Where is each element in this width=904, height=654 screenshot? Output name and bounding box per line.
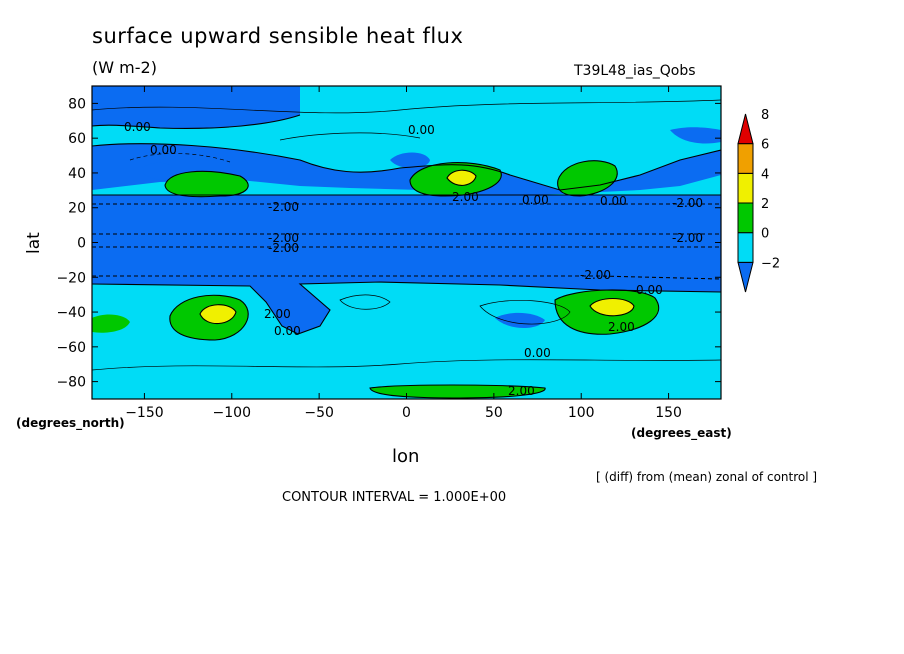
contour-label: 0.00 [124, 120, 151, 134]
colorbar-label: 8 [761, 108, 769, 123]
x-tick-label: 0 [402, 405, 411, 421]
units-label: (W m-2) [92, 58, 157, 77]
run-label: T39L48_ias_Qobs [574, 63, 696, 79]
y-tick-label: 40 [68, 166, 86, 182]
contour-label: 0.00 [150, 143, 177, 157]
contour-label: -2.00 [672, 231, 703, 245]
contour-label-group: 0.00 0.00 0.00 0.00 2.00 0.00 -2.00 -2.0… [124, 120, 703, 398]
colorbar-segment [737, 261, 754, 293]
comparison-note: [ (diff) from (mean) zonal of control ] [596, 470, 818, 484]
contour-label: -2.00 [268, 200, 299, 214]
x-axis-label: lon [392, 446, 420, 467]
y-tick-label: 0 [77, 236, 86, 252]
x-tick-label: 100 [568, 405, 595, 421]
colorbar-segment [737, 202, 754, 234]
filled-contours [92, 86, 721, 399]
colorbar-label: 6 [761, 138, 769, 153]
contour-label: 0.00 [524, 346, 551, 360]
x-tick-label: −100 [213, 405, 251, 421]
y-tick-label: 20 [68, 201, 86, 217]
y-tick-label: 60 [68, 131, 86, 147]
contour-label: 0.00 [600, 194, 627, 208]
contour-label: 2.00 [264, 307, 291, 321]
y-axis-units: (degrees_north) [16, 416, 125, 430]
y-tick-label: −40 [56, 305, 86, 321]
colorbar-segment [737, 172, 754, 204]
colorbar-segment [737, 232, 754, 263]
axes: −150 −100 −50 0 50 100 150 80 60 40 20 0 −20 −40 −60 −8… [56, 86, 721, 421]
contour-lines [92, 99, 721, 399]
contour-interval: CONTOUR INTERVAL = 1.000E+00 [282, 490, 507, 505]
contour-label: 2.00 [508, 384, 535, 398]
x-tick-label: 150 [655, 405, 682, 421]
colorbar-label: 2 [761, 197, 769, 212]
colorbar: −2 0 2 4 6 8 [737, 108, 780, 293]
x-tick-label: −50 [304, 405, 334, 421]
chart-title: surface upward sensible heat flux [92, 24, 464, 48]
colorbar-label: 0 [761, 227, 769, 242]
contour-label: -2.00 [672, 196, 703, 210]
contour-label: 0.00 [636, 283, 663, 297]
colorbar-label: 4 [761, 167, 769, 182]
contour-label: -2.00 [580, 268, 611, 282]
y-tick-label: 80 [68, 96, 86, 112]
contour-label: 2.00 [452, 190, 479, 204]
contour-label: 0.00 [408, 123, 435, 137]
contour-label: -2.00 [268, 241, 299, 255]
x-axis-units: (degrees_east) [631, 426, 732, 440]
contour-label: 0.00 [274, 324, 301, 338]
x-tick-label: −150 [125, 405, 163, 421]
contour-label: -2.00 [268, 231, 299, 245]
x-tick-label: 50 [485, 405, 503, 421]
y-tick-label: −80 [56, 375, 86, 391]
contour-label: 0.00 [522, 193, 549, 207]
colorbar-segment [737, 143, 754, 174]
colorbar-label: −2 [761, 256, 780, 271]
y-tick-label: −60 [56, 340, 86, 356]
y-tick-label: −20 [56, 270, 86, 286]
contour-label: 2.00 [608, 320, 635, 334]
colorbar-segment [737, 113, 754, 145]
